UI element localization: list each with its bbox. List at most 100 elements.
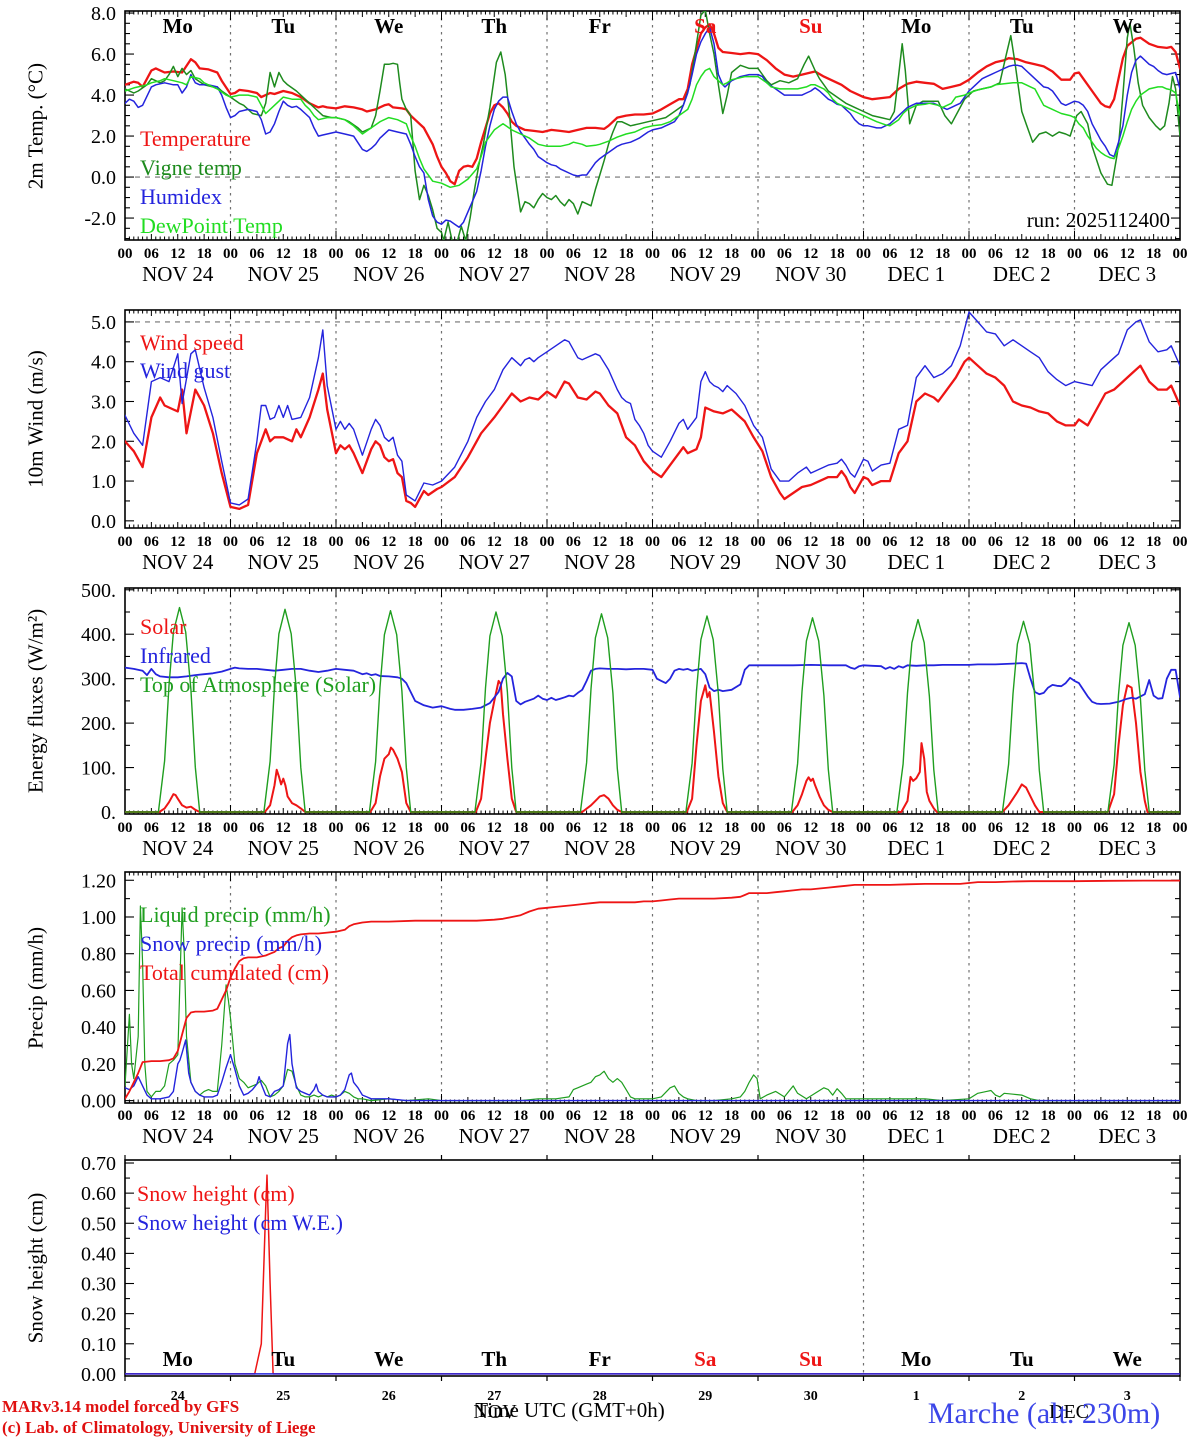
x-axis-title: Time UTC (GMT+0h) [475, 1398, 665, 1422]
hour-label: 18 [724, 820, 739, 836]
hour-label: 18 [513, 534, 528, 550]
weekday-label-mo: Mo [901, 14, 931, 38]
hour-label: 00 [434, 246, 449, 262]
date-label: NOV 28 [564, 1124, 635, 1148]
hour-label: 18 [197, 246, 212, 262]
hour-label: 00 [540, 246, 555, 262]
credit-lab: (c) Lab. of Climatology, University of L… [2, 1418, 316, 1437]
hour-label: 06 [882, 1108, 898, 1124]
ytick-label: -2.0 [84, 208, 116, 230]
hour-label: 18 [935, 534, 950, 550]
date-label: NOV 28 [564, 550, 635, 574]
hour-label: 00 [223, 1108, 238, 1124]
date-label: NOV 27 [459, 550, 530, 574]
hour-label: 00 [540, 1108, 555, 1124]
legend-solar: Solar [140, 614, 187, 639]
date-label: NOV 25 [248, 550, 319, 574]
weekday-label-mo: Mo [163, 1347, 193, 1371]
weekday-label-we: We [374, 1347, 403, 1371]
hour-label: 12 [1120, 820, 1135, 836]
date-label: NOV 26 [353, 262, 424, 286]
hour-label: 06 [1093, 534, 1109, 550]
hour-label: 00 [329, 246, 344, 262]
hour-label: 18 [1146, 246, 1161, 262]
hour-label: 12 [698, 1108, 713, 1124]
hour-label: 00 [329, 534, 344, 550]
hour-label: 00 [1173, 820, 1188, 836]
hour-label: 00 [1067, 534, 1082, 550]
hour-label: 12 [170, 820, 185, 836]
hour-label: 06 [460, 246, 476, 262]
hour-label: 12 [487, 534, 502, 550]
hour-label: 12 [1120, 534, 1135, 550]
hour-label: 06 [988, 820, 1004, 836]
credit-model: MARv3.14 model forced by GFS [2, 1397, 240, 1416]
curve-wind-speed [125, 356, 1180, 511]
hour-label: 18 [724, 534, 739, 550]
hour-label: 18 [302, 534, 317, 550]
hour-label: 06 [777, 534, 793, 550]
ytick-label: 6.0 [91, 44, 116, 66]
hour-label: 06 [1093, 820, 1109, 836]
hour-label: 06 [460, 820, 476, 836]
date-label: DEC 1 [887, 1124, 945, 1148]
ytick-label: 0.30 [81, 1274, 116, 1296]
legend-wind-speed: Wind speed [140, 330, 244, 355]
date-label: DEC 3 [1098, 262, 1156, 286]
hour-label: 18 [1041, 534, 1056, 550]
day-number: 1 [913, 1389, 920, 1404]
hour-label: 18 [513, 246, 528, 262]
date-label: NOV 26 [353, 836, 424, 860]
hour-label: 12 [170, 534, 185, 550]
curve-infrared [125, 662, 1180, 711]
weekday-label-th: Th [481, 14, 507, 38]
hour-label: 00 [1173, 1108, 1188, 1124]
hour-label: 00 [118, 246, 133, 262]
hour-label: 12 [1014, 1108, 1029, 1124]
hour-label: 00 [434, 820, 449, 836]
hour-label: 06 [249, 534, 265, 550]
weekday-label-we: We [1113, 1347, 1142, 1371]
legend-snow-height-we: Snow height (cm W.E.) [137, 1210, 343, 1235]
panel-frame [124, 309, 1181, 529]
weekday-label-fr: Fr [589, 1347, 611, 1371]
hour-label: 00 [962, 1108, 977, 1124]
hour-label: 12 [487, 820, 502, 836]
month-label-nov: NOV [473, 1401, 517, 1423]
hour-label: 12 [381, 534, 396, 550]
hour-label: 18 [935, 246, 950, 262]
hour-label: 00 [856, 1108, 871, 1124]
ytick-label: 2.0 [91, 126, 116, 148]
ytick-label: 100. [81, 758, 116, 780]
hour-label: 12 [1014, 246, 1029, 262]
hour-label: 12 [276, 820, 291, 836]
day-number: 2 [1018, 1389, 1025, 1404]
hour-label: 06 [671, 246, 687, 262]
hour-label: 12 [909, 1108, 924, 1124]
hour-label: 18 [724, 1108, 739, 1124]
hour-label: 06 [988, 246, 1004, 262]
hour-label: 18 [830, 1108, 845, 1124]
ytick-label: 0.20 [81, 1304, 116, 1326]
ytick-label: 0.50 [81, 1213, 116, 1235]
date-label: DEC 3 [1098, 1124, 1156, 1148]
ytick-label: 0.0 [91, 167, 116, 189]
legend-total-cumulated: Total cumulated (cm) [140, 960, 329, 985]
hour-label: 18 [408, 820, 423, 836]
day-number: 24 [171, 1389, 185, 1404]
station-label: Marche (alt. 230m) [927, 1397, 1161, 1430]
hour-label: 18 [1146, 534, 1161, 550]
hour-label: 00 [962, 246, 977, 262]
hour-label: 12 [381, 820, 396, 836]
date-label: NOV 26 [353, 1124, 424, 1148]
hour-label: 00 [223, 246, 238, 262]
legend-vigne-temp: Vigne temp [140, 155, 242, 180]
date-label: NOV 26 [353, 550, 424, 574]
ytick-label: 4.0 [91, 85, 116, 107]
hour-label: 00 [645, 246, 660, 262]
hour-label: 00 [223, 534, 238, 550]
hour-label: 12 [698, 820, 713, 836]
y-axis-title-precip: Precip (mm/h) [23, 927, 48, 1049]
day-number: 25 [276, 1389, 290, 1404]
